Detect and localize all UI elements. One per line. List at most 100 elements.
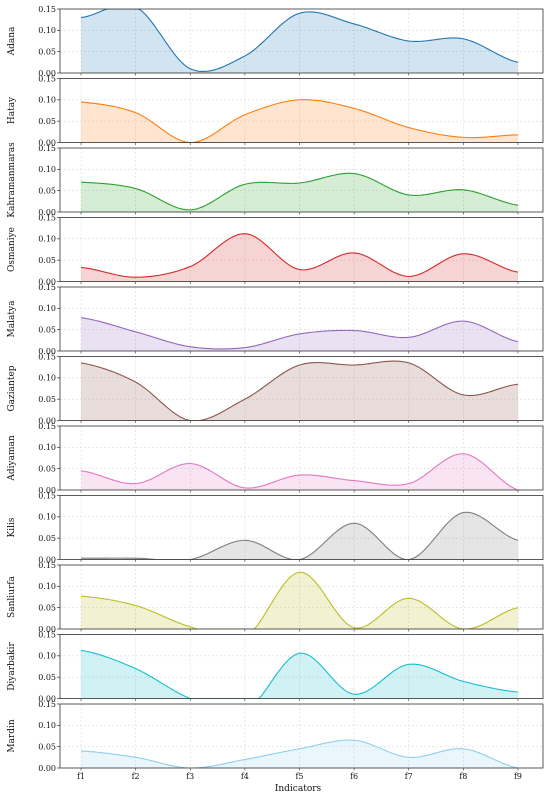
series-label-adiyaman: Adiyaman xyxy=(7,435,17,481)
x-tick-label-f9: f9 xyxy=(514,772,522,781)
area-diyarbakir xyxy=(81,650,518,699)
panel-frame xyxy=(59,217,544,282)
x-tick-label-f5: f5 xyxy=(295,772,303,781)
panel-frame xyxy=(59,564,544,630)
area-kahramanmaras xyxy=(81,173,518,212)
area-mardin xyxy=(81,740,518,768)
x-tick-label-f2: f2 xyxy=(132,772,140,781)
panel-kilis: 0.00 0.05 0.10 0.15 Kilis xyxy=(7,491,544,564)
panel-gaziantep: 0.00 0.05 0.10 0.15 Gaziantep xyxy=(7,352,544,425)
panel-kahramanmaras: 0.00 0.05 0.10 0.15 Kahramanmaras xyxy=(7,142,544,218)
panel-frame xyxy=(59,703,544,769)
line-malatya xyxy=(80,317,519,350)
panel-adiyaman: 0.00 0.05 0.10 0.15 Adiyaman xyxy=(7,422,544,495)
panels: 0.00 0.05 0.10 0.15 Adana 0.00 0.05 0.10 0.15 Hat… xyxy=(7,5,544,773)
y-tick-label: 0.00 xyxy=(38,416,56,425)
y-tick-label: 0.05 xyxy=(38,534,56,543)
series-label-adana: Adana xyxy=(7,26,17,56)
x-tick-label-f3: f3 xyxy=(186,772,194,781)
line-kahramanmaras xyxy=(80,172,519,211)
y-tick-label: 0.15 xyxy=(38,700,56,709)
y-tick-label: 0.10 xyxy=(38,513,56,522)
y-tick-label: 0.15 xyxy=(38,491,56,500)
series-label-osmaniye: Osmaniye xyxy=(7,227,17,272)
y-tick-label: 0.00 xyxy=(38,347,56,356)
x-tick-label-f8: f8 xyxy=(459,772,467,781)
line-mardin xyxy=(80,739,519,768)
x-tick-label-f7: f7 xyxy=(405,772,413,781)
y-tick-label: 0.10 xyxy=(38,165,56,174)
area-sanliurfa xyxy=(81,572,518,629)
y-tick-label: 0.00 xyxy=(38,486,56,495)
y-tick-label: 0.00 xyxy=(38,694,56,703)
y-tick-label: 0.10 xyxy=(38,304,56,313)
panel-mardin: 0.00 0.05 0.10 0.15 Mardin xyxy=(7,700,544,773)
panel-frame xyxy=(59,78,544,143)
y-tick-label: 0.10 xyxy=(38,721,56,730)
line-gaziantep xyxy=(80,360,519,421)
panel-frame xyxy=(59,147,544,213)
y-tick-label: 0.00 xyxy=(38,277,56,286)
area-kilis xyxy=(81,512,518,560)
line-adana xyxy=(80,9,519,73)
panel-sanliurfa: 0.00 0.05 0.10 0.15 Sanliurfa xyxy=(7,561,544,634)
panel-frame xyxy=(59,495,544,560)
line-osmaniye xyxy=(80,233,519,278)
y-tick-label: 0.10 xyxy=(38,652,56,661)
y-tick-label: 0.10 xyxy=(38,26,56,35)
y-tick-label: 0.05 xyxy=(38,256,56,265)
y-tick-label: 0.05 xyxy=(38,464,56,473)
series-label-diyarbakir: Diyarbakir xyxy=(7,641,17,690)
y-tick-label: 0.05 xyxy=(38,673,56,682)
series-label-sanliurfa: Sanliurfa xyxy=(7,575,17,618)
panel-diyarbakir: 0.00 0.05 0.10 0.15 Diyarbakir xyxy=(7,630,544,703)
y-tick-label: 0.05 xyxy=(38,742,56,751)
x-tick-label-f4: f4 xyxy=(241,772,249,781)
y-tick-label: 0.10 xyxy=(38,374,56,383)
area-adiyaman xyxy=(81,453,518,490)
series-label-mardin: Mardin xyxy=(7,719,17,753)
area-adana xyxy=(81,9,518,73)
x-axis: f1 f2 f3 f4 f5 f6 f7 f8 f9 xyxy=(77,772,522,781)
series-label-hatay: Hatay xyxy=(7,96,17,124)
y-tick-label: 0.05 xyxy=(38,603,56,612)
line-diyarbakir xyxy=(80,649,519,699)
line-adiyaman xyxy=(80,453,519,490)
y-tick-label: 0.00 xyxy=(38,69,56,78)
line-hatay xyxy=(80,99,519,143)
y-tick-label: 0.05 xyxy=(38,325,56,334)
y-tick-label: 0.15 xyxy=(38,283,56,292)
y-tick-label: 0.10 xyxy=(38,235,56,244)
y-tick-label: 0.15 xyxy=(38,144,56,153)
panel-osmaniye: 0.00 0.05 0.10 0.15 Osmaniye xyxy=(7,213,544,286)
y-tick-label: 0.10 xyxy=(38,443,56,452)
y-tick-label: 0.00 xyxy=(38,555,56,564)
x-tick-label-f6: f6 xyxy=(350,772,358,781)
y-tick-label: 0.10 xyxy=(38,582,56,591)
panel-frame xyxy=(59,8,544,74)
y-tick-label: 0.15 xyxy=(38,74,56,83)
panel-frame xyxy=(59,634,544,699)
panel-adana: 0.00 0.05 0.10 0.15 Adana xyxy=(7,5,544,78)
line-sanliurfa xyxy=(80,571,519,629)
x-tick-label-f1: f1 xyxy=(77,772,85,781)
area-gaziantep xyxy=(81,361,518,421)
series-label-kahramanmaras: Kahramanmaras xyxy=(7,142,17,218)
series-label-kilis: Kilis xyxy=(7,517,17,537)
panel-malatya: 0.00 0.05 0.10 0.15 Malatya xyxy=(7,283,544,356)
y-tick-label: 0.05 xyxy=(38,47,56,56)
y-tick-label: 0.15 xyxy=(38,630,56,639)
area-osmaniye xyxy=(81,233,518,282)
y-tick-label: 0.10 xyxy=(38,96,56,105)
panel-hatay: 0.00 0.05 0.10 0.15 Hatay xyxy=(7,74,544,147)
series-label-malatya: Malatya xyxy=(7,300,17,338)
y-tick-label: 0.15 xyxy=(38,352,56,361)
y-tick-label: 0.00 xyxy=(38,625,56,634)
y-tick-label: 0.05 xyxy=(38,186,56,195)
panel-frame xyxy=(59,356,544,421)
y-tick-label: 0.05 xyxy=(38,395,56,404)
y-tick-label: 0.00 xyxy=(38,764,56,773)
y-tick-label: 0.00 xyxy=(38,138,56,147)
y-tick-label: 0.15 xyxy=(38,561,56,570)
